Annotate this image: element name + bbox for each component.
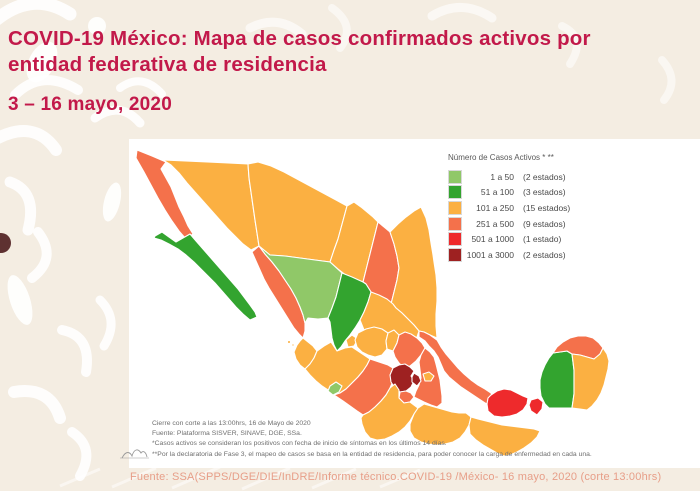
legend-swatch <box>448 247 462 262</box>
note-phase3: **Por la declaratoria de Fase 3, el mape… <box>152 450 592 458</box>
legend-title: Número de Casos Activos * ** <box>448 153 554 162</box>
map-notes: Cierre con corte a las 13:00hrs, 16 de M… <box>152 419 592 460</box>
state-quintana-roo <box>571 347 610 411</box>
state-campeche <box>539 350 575 409</box>
legend: Número de Casos Activos * ** 1 a 50 (2 es… <box>448 153 638 263</box>
state-baja-california <box>135 149 194 240</box>
legend-swatch <box>448 200 462 215</box>
islas-marias <box>286 339 292 345</box>
legend-range: 101 a 250 <box>476 202 514 213</box>
legend-item-0: 1 a 50 (2 estados) <box>448 169 638 185</box>
legend-count: (15 estados) <box>523 202 571 213</box>
laguna-terminos <box>527 389 535 395</box>
legend-swatch <box>448 169 462 184</box>
legend-range: 1 a 50 <box>490 171 514 182</box>
legend-count: (3 estados) <box>523 187 566 198</box>
state-ciudad-de-mexico <box>411 372 422 387</box>
legend-count: (2 estados) <box>523 171 566 182</box>
state-baja-california-sur <box>153 231 258 321</box>
state-durango <box>258 245 343 324</box>
note-source: Fuente: Plataforma SISVER, SINAVE, DGE, … <box>152 430 302 438</box>
legend-item-2: 101 a 250 (15 estados) <box>448 200 638 216</box>
state-oaxaca <box>409 403 472 446</box>
legend-count: (1 estado) <box>523 234 562 245</box>
legend-range: 1001 a 3000 <box>466 249 514 260</box>
legend-swatch <box>448 216 462 231</box>
legend-range: 251 a 500 <box>476 218 514 229</box>
left-edge-dot <box>0 233 11 253</box>
state-guanajuato <box>354 326 389 358</box>
mountains-doodle-icon <box>120 449 149 459</box>
legend-swatch <box>448 185 462 200</box>
legend-item-1: 51 a 100 (3 estados) <box>448 185 638 201</box>
state-tamaulipas <box>389 206 438 339</box>
title-line1: COVID-19 México: Mapa de casos confirmad… <box>8 27 591 50</box>
date-range: 3 – 16 mayo, 2020 <box>8 94 172 115</box>
legend-rows: 1 a 50 (2 estados) 51 a 100 (3 estados) 101 … <box>448 169 638 263</box>
legend-count: (2 estados) <box>523 249 566 260</box>
legend-swatch <box>448 232 462 247</box>
state-tabasco <box>486 388 529 418</box>
state-chihuahua <box>247 161 348 263</box>
note-active-cases: *Casos activos se consideran los positiv… <box>152 440 447 448</box>
legend-item-4: 501 a 1000 (1 estado) <box>448 231 638 247</box>
note-cutoff: Cierre con corte a las 13:00hrs, 16 de M… <box>152 420 311 427</box>
page-title: COVID-19 México: Mapa de casos confirmad… <box>8 26 678 78</box>
islas-marias-2 <box>291 343 295 347</box>
title-line2: entidad federativa de residencia <box>8 53 327 76</box>
state-zacatecas <box>327 272 372 352</box>
state-tlaxcala <box>422 371 435 382</box>
footer-source: Fuente: SSA(SPPS/DGE/DIE/InDRE/Informe t… <box>130 471 662 483</box>
state-colima <box>327 381 343 396</box>
state-sonora <box>162 159 260 251</box>
state-hidalgo <box>392 331 426 369</box>
state-tabasco-east <box>528 397 544 416</box>
legend-count: (9 estados) <box>523 218 566 229</box>
legend-item-3: 251 a 500 (9 estados) <box>448 216 638 232</box>
state-chiapas <box>468 416 541 457</box>
legend-range: 51 a 100 <box>480 187 514 198</box>
legend-range: 501 a 1000 <box>471 234 514 245</box>
legend-item-5: 1001 a 3000 (2 estados) <box>448 247 638 263</box>
